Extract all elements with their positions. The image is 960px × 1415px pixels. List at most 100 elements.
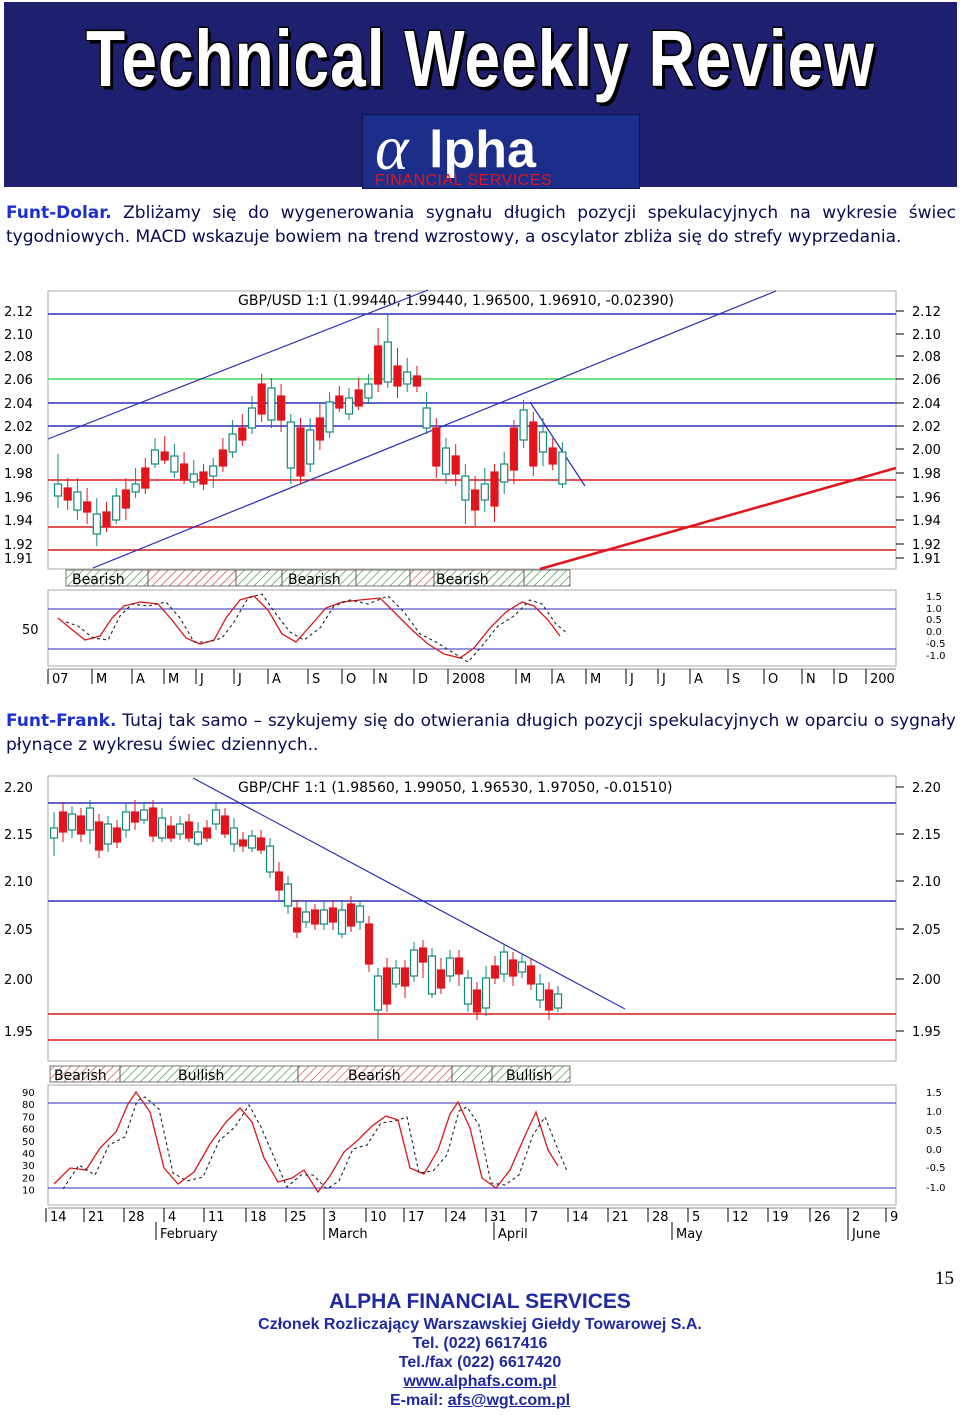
candle-body (383, 341, 392, 383)
candle-body (471, 489, 480, 511)
y-tick-left: 2.00 (4, 973, 33, 988)
x-tick: 14 (572, 1210, 589, 1225)
candle-body (463, 977, 473, 1005)
candle-body (193, 831, 203, 845)
osc-left-tick: 10 (22, 1186, 35, 1197)
osc-right-tick: 1.5 (926, 592, 942, 603)
upper-channel-line (47, 289, 429, 440)
section-gbpchf-lead: Funt-Frank. (6, 711, 117, 731)
x-tick: 28 (128, 1210, 145, 1225)
candle-body (130, 811, 140, 823)
section-gbpusd-lead: Funt-Dolar. (6, 203, 112, 223)
signal-label: Bearish (348, 1068, 401, 1084)
candle-body (180, 463, 189, 481)
candle-body (364, 383, 373, 399)
candle-body (286, 421, 295, 469)
osc-left-tick: 20 (22, 1173, 35, 1184)
candle-body (277, 395, 286, 421)
x-tick: 9 (890, 1210, 898, 1225)
osc-left-tick: 80 (22, 1100, 35, 1111)
candle-body (199, 471, 208, 485)
x-tick: 2008 (452, 672, 485, 687)
x-tick: 21 (88, 1210, 105, 1225)
email-label: E-mail: (389, 1392, 448, 1409)
osc-left-tick: 50 (22, 1137, 35, 1148)
candle-body (112, 495, 121, 521)
x-tick: 31 (490, 1210, 507, 1225)
y-tick-left: 1.91 (4, 552, 33, 567)
candle-body (499, 951, 509, 975)
candle-body (355, 905, 365, 923)
candle-body (150, 449, 160, 465)
candle-body (121, 811, 131, 831)
candle-body (274, 871, 284, 891)
y-tick-right: 1.96 (912, 491, 941, 506)
footer-www: www.alphafs.com.pl (0, 1373, 960, 1391)
candle-body (535, 983, 545, 1001)
y-tick-right: 2.15 (912, 828, 941, 843)
y-tick-left: 2.10 (4, 328, 33, 343)
report-title: Technical Weekly Review (86, 13, 875, 104)
candle-body (328, 907, 338, 923)
candle-body (58, 811, 68, 833)
osc-right-tick: 1.0 (926, 1107, 942, 1118)
svg-text:α: α (375, 115, 410, 183)
candle-body (202, 827, 212, 839)
x-tick: N (806, 672, 816, 687)
y-tick-right: 2.08 (912, 350, 941, 365)
month-label: February (160, 1227, 218, 1242)
y-tick-left: 2.08 (4, 350, 33, 365)
y-tick-left: 2.20 (4, 781, 33, 796)
x-tick: 21 (612, 1210, 629, 1225)
osc-left-tick: 50 (22, 623, 39, 638)
footer-email: E-mail: afs@wgt.com.pl (0, 1392, 960, 1410)
candle-body (141, 467, 150, 489)
y-tick-left: 1.96 (4, 491, 33, 506)
email-link[interactable]: afs@wgt.com.pl (447, 1392, 571, 1409)
candle-body (490, 471, 499, 507)
candle-body (247, 835, 257, 849)
candle-body (445, 957, 455, 977)
candle-body (175, 823, 185, 835)
x-tick: S (732, 672, 740, 687)
candle-body (166, 825, 176, 839)
candle-body (49, 827, 59, 839)
x-tick: J (199, 672, 204, 687)
y-tick-left: 2.00 (4, 443, 33, 458)
y-tick-right: 2.06 (912, 373, 941, 388)
month-label: May (676, 1227, 703, 1242)
x-tick: 07 (52, 672, 69, 687)
signal-label: Bearish (54, 1068, 107, 1084)
section-gbpchf-body: Tutaj tak samo – szykujemy się do otwier… (6, 711, 956, 755)
website-link[interactable]: www.alphafs.com.pl (403, 1373, 557, 1390)
y-tick-left: 1.98 (4, 467, 33, 482)
oscillator-signal-line (65, 593, 569, 663)
osc-left-tick: 60 (22, 1125, 35, 1136)
logo-wordmark: lpha (429, 121, 537, 179)
osc-left-tick: 30 (22, 1161, 35, 1172)
candle-body (301, 911, 311, 923)
candle-body (517, 961, 527, 973)
y-tick-left: 1.95 (4, 1025, 33, 1040)
candle-body (346, 903, 356, 927)
y-tick-right: 1.95 (912, 1025, 941, 1040)
candle-body (102, 511, 111, 527)
short-trend-line (529, 401, 586, 487)
x-tick: A (556, 672, 565, 687)
y-tick-left: 2.12 (4, 305, 33, 320)
candle-body (461, 475, 470, 501)
candle-body (418, 947, 428, 963)
x-tick: S (312, 672, 320, 687)
y-tick-left: 2.05 (4, 923, 33, 938)
candle-body (139, 809, 149, 821)
descending-trend-line (192, 777, 626, 1010)
footer-tel: Tel. (022) 6617416 (412, 1335, 548, 1352)
candle-body (373, 975, 383, 1011)
month-label: March (328, 1227, 368, 1242)
candle-body (422, 407, 431, 429)
x-tick: 4 (168, 1210, 176, 1225)
oscillator-line (57, 595, 561, 659)
x-tick: 14 (50, 1210, 67, 1225)
y-tick-left: 2.04 (4, 397, 33, 412)
y-tick-right: 2.00 (912, 973, 941, 988)
